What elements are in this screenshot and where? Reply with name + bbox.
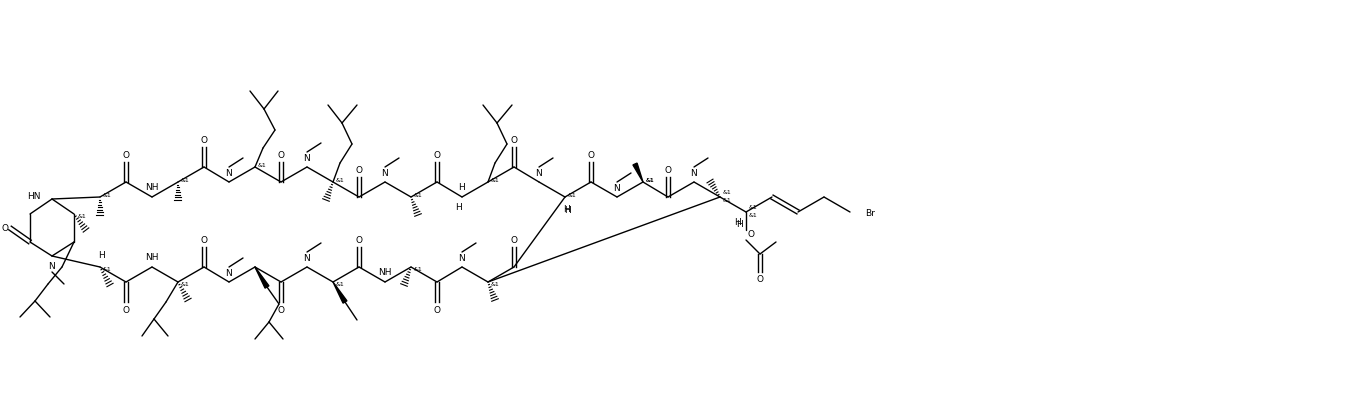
Text: &1: &1 xyxy=(646,178,654,183)
Text: &1: &1 xyxy=(181,282,189,287)
Text: &1: &1 xyxy=(722,190,732,195)
Polygon shape xyxy=(255,267,269,288)
Text: NH: NH xyxy=(146,183,158,192)
Text: N: N xyxy=(304,254,311,263)
Text: H: H xyxy=(564,205,570,214)
Text: &1: &1 xyxy=(335,282,345,287)
Text: H: H xyxy=(98,251,105,260)
Text: NH: NH xyxy=(379,268,391,277)
Text: O: O xyxy=(200,236,207,245)
Text: O: O xyxy=(511,136,518,145)
Text: &1: &1 xyxy=(413,267,423,272)
Text: H: H xyxy=(455,203,462,212)
Text: O: O xyxy=(756,275,763,284)
Text: N: N xyxy=(304,154,311,163)
Text: &1: &1 xyxy=(413,193,423,198)
Text: H: H xyxy=(735,218,741,227)
Text: O: O xyxy=(433,151,440,160)
Text: O: O xyxy=(433,306,440,315)
Text: O: O xyxy=(747,230,755,239)
Text: O: O xyxy=(123,306,129,315)
Text: N: N xyxy=(536,169,542,178)
Text: &1: &1 xyxy=(748,213,758,218)
Text: &1: &1 xyxy=(491,178,499,183)
Text: N: N xyxy=(226,269,232,278)
Text: N: N xyxy=(458,254,465,263)
Text: O: O xyxy=(587,151,594,160)
Polygon shape xyxy=(333,282,348,303)
Text: NH: NH xyxy=(146,253,158,262)
Text: &1: &1 xyxy=(567,193,577,198)
Text: &1: &1 xyxy=(181,178,189,183)
Text: N: N xyxy=(613,184,620,193)
Text: N: N xyxy=(691,169,698,178)
Text: O: O xyxy=(278,306,285,315)
Text: O: O xyxy=(665,166,672,175)
Text: &1: &1 xyxy=(335,178,345,183)
Text: O: O xyxy=(356,236,363,245)
Text: H: H xyxy=(564,206,571,215)
Text: H: H xyxy=(736,220,743,229)
Text: &1: &1 xyxy=(646,178,654,183)
Text: N: N xyxy=(382,169,388,178)
Text: HN: HN xyxy=(27,192,41,201)
Text: Br: Br xyxy=(866,209,875,218)
Text: &1: &1 xyxy=(102,267,112,272)
Text: O: O xyxy=(200,136,207,145)
Text: &1: &1 xyxy=(78,214,86,219)
Text: &1: &1 xyxy=(258,163,266,168)
Text: N: N xyxy=(226,169,232,178)
Text: &1: &1 xyxy=(102,193,112,198)
Text: &1: &1 xyxy=(722,198,732,203)
Text: &1: &1 xyxy=(748,205,758,210)
Text: O: O xyxy=(511,236,518,245)
Text: O: O xyxy=(278,151,285,160)
Text: O: O xyxy=(123,151,129,160)
Polygon shape xyxy=(632,164,643,182)
Text: O: O xyxy=(1,224,8,233)
Text: H: H xyxy=(458,183,465,192)
Text: N: N xyxy=(49,262,56,271)
Text: &1: &1 xyxy=(491,282,499,287)
Text: O: O xyxy=(356,166,363,175)
